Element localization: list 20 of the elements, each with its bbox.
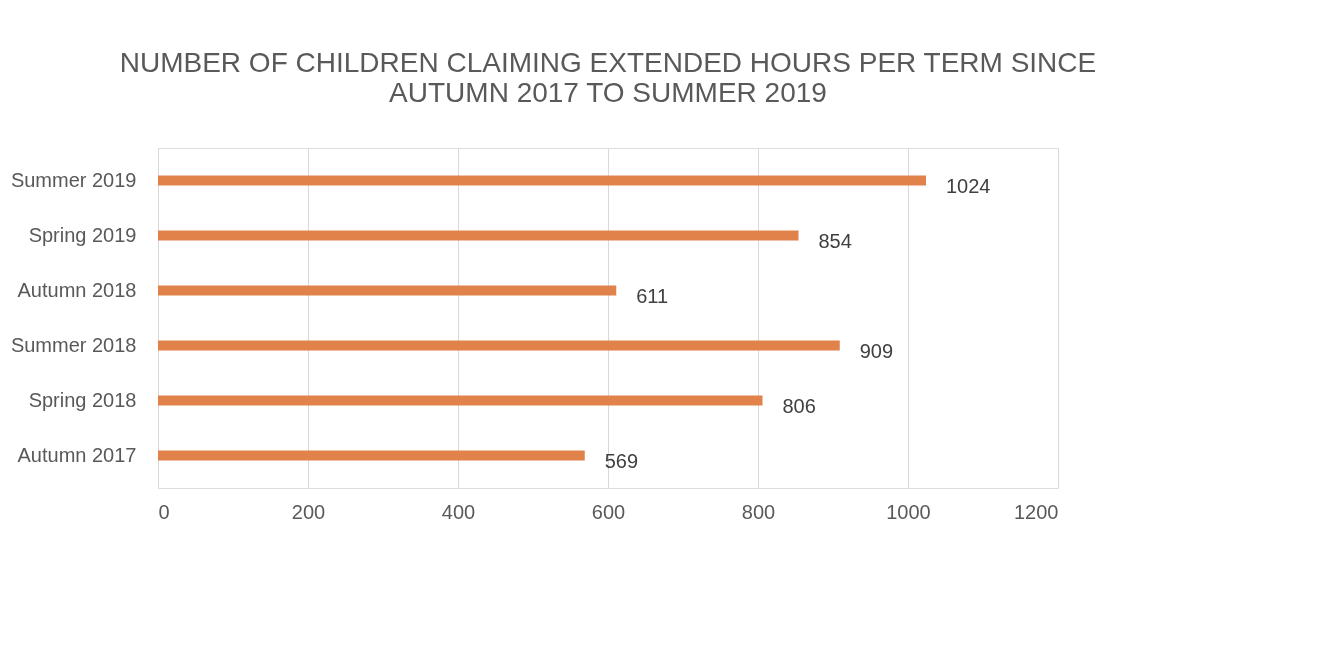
x-tick-label: 1200 <box>1014 500 1059 523</box>
y-tick-label: Spring 2018 <box>28 389 137 411</box>
x-tick-label: 1000 <box>886 500 931 523</box>
x-tick-label: 600 <box>591 500 626 523</box>
y-tick-label: Autumn 2018 <box>17 279 137 301</box>
data-label: 1024 <box>946 174 991 197</box>
x-tick-label: 400 <box>441 500 476 523</box>
x-tick-label: 0 <box>158 500 170 523</box>
x-tick-label: 200 <box>291 500 326 523</box>
data-label: 569 <box>604 449 639 472</box>
data-label: 611 <box>636 284 669 307</box>
y-tick-label: Summer 2019 <box>10 169 137 191</box>
y-tick-label: Spring 2019 <box>28 224 137 246</box>
data-label: 806 <box>782 394 816 417</box>
y-tick-label: Summer 2018 <box>10 334 137 356</box>
y-tick-label: Autumn 2017 <box>17 444 137 466</box>
data-label: 854 <box>818 229 852 252</box>
x-tick-label: 800 <box>741 500 776 523</box>
chart-title: NUMBER OF CHILDREN CLAIMING EXTENDED HOURS PER TERM SINCE AUTUMN 2017 TO SUMMER 2019 <box>119 47 1097 108</box>
data-label: 909 <box>859 339 894 362</box>
